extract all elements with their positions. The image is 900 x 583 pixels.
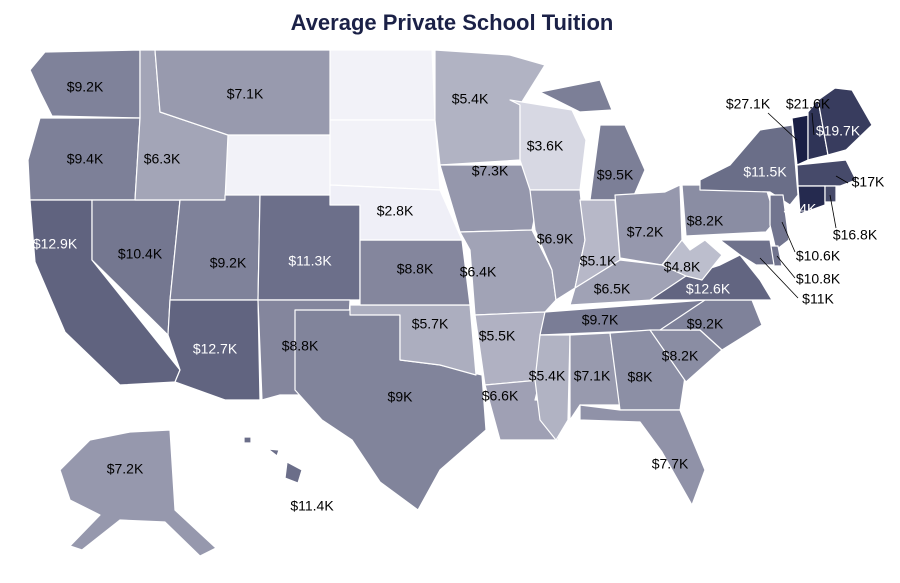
region-no-data <box>329 119 441 191</box>
value-label: $12.7K <box>193 341 238 357</box>
leader-line <box>835 175 849 184</box>
value-label: $9.2K <box>687 316 724 332</box>
value-label: $19.7K <box>816 123 861 139</box>
value-label: $9.2K <box>210 255 247 271</box>
region <box>257 194 361 301</box>
region <box>59 429 217 557</box>
value-label: $7.2K <box>107 461 144 477</box>
value-label: $11.5K <box>743 164 787 180</box>
value-label: $8.2K <box>687 213 724 229</box>
value-label: $4.8K <box>664 259 701 275</box>
region <box>661 239 723 281</box>
region <box>817 87 873 156</box>
value-label: $5.1K <box>580 253 617 269</box>
value-label: $11K <box>802 291 834 307</box>
region <box>699 124 799 206</box>
value-label: $11.4K <box>290 498 334 514</box>
region <box>824 185 837 203</box>
value-label: $5.4K <box>529 368 566 384</box>
leader-line <box>829 194 837 229</box>
value-label: $6.5K <box>594 281 631 297</box>
value-label: $3.6K <box>527 138 564 154</box>
region <box>529 189 586 301</box>
value-label: $7.1K <box>227 86 264 102</box>
region <box>349 304 477 376</box>
region <box>329 184 463 241</box>
map-title: Average Private School Tuition <box>291 10 614 35</box>
leader-line <box>767 112 798 141</box>
region <box>579 404 706 506</box>
value-label: $9.7K <box>582 312 619 328</box>
value-label: $16.8K <box>833 227 878 243</box>
value-label: $10.8K <box>796 271 841 287</box>
value-label: $11.3K <box>288 253 332 269</box>
region <box>154 49 331 136</box>
value-label: $7.7K <box>652 456 689 472</box>
value-label: $17K <box>852 174 885 190</box>
value-label: $9.2K <box>67 79 104 95</box>
region <box>769 194 790 251</box>
value-label: $2.8K <box>377 203 414 219</box>
leader-line <box>811 112 815 136</box>
value-label: $9K <box>388 389 414 405</box>
region <box>459 229 557 316</box>
value-label: $21.6K <box>786 96 831 112</box>
region <box>243 436 303 484</box>
value-label: $7.1K <box>574 368 611 384</box>
value-label: $6.4K <box>460 264 497 280</box>
value-label: $6.6K <box>482 388 519 404</box>
value-label: $5.4K <box>452 91 489 107</box>
leader-line <box>759 257 799 299</box>
region <box>569 332 621 421</box>
value-label: $9.4K <box>67 151 104 167</box>
value-label: $6.3K <box>144 151 181 167</box>
region <box>539 79 646 201</box>
value-label: $6.9K <box>537 231 574 247</box>
value-label: $12.6K <box>686 281 731 297</box>
value-label: $9.5K <box>597 167 634 183</box>
leader-line <box>776 255 796 279</box>
value-label: $7.3K <box>472 163 509 179</box>
leader-lines <box>759 112 849 299</box>
value-label: $5.7K <box>412 316 449 332</box>
region-no-data <box>224 134 331 201</box>
value-label: $10.6K <box>796 248 841 264</box>
region <box>169 194 261 301</box>
value-label: $8.8K <box>282 338 319 354</box>
value-labels: $9.2K $9.4K $12.9K $10.4K $6.3K $7.1K $9.2K $11… <box>33 79 885 514</box>
value-label: $27.1K <box>726 96 771 112</box>
value-label: $12.9K <box>33 236 78 252</box>
region-no-data <box>329 49 436 121</box>
value-label: $8.2K <box>662 348 699 364</box>
value-label: $8K <box>628 369 654 385</box>
region <box>797 185 826 215</box>
regions <box>27 49 873 557</box>
value-label: $5.5K <box>479 328 516 344</box>
value-label: $24K <box>784 201 817 217</box>
leader-line <box>781 221 796 253</box>
value-label: $8.8K <box>397 261 434 277</box>
value-label: $7.2K <box>627 224 664 240</box>
value-label: $10.4K <box>118 246 163 262</box>
